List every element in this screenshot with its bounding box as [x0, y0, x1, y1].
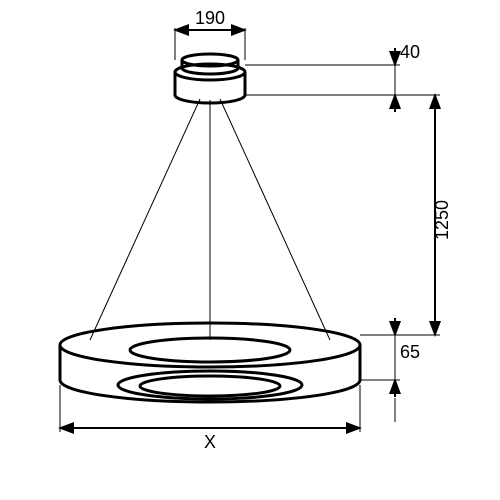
dim-cap-height-value: 40 — [400, 42, 420, 62]
dim-ring-height: 65 — [360, 318, 420, 422]
dim-suspension-drop-value: 1250 — [432, 200, 452, 240]
ceiling-cap — [175, 54, 245, 103]
dimension-drawing: 190 40 1250 65 X — [0, 0, 500, 500]
dim-cap-width: 190 — [175, 8, 245, 60]
dim-suspension-drop: 1250 — [360, 95, 452, 335]
dim-ring-height-value: 65 — [400, 342, 420, 362]
suspension-wires — [90, 99, 330, 340]
dim-cap-width-value: 190 — [195, 8, 225, 28]
dim-cap-height: 40 — [245, 42, 440, 112]
dim-ring-diameter-value: X — [204, 432, 216, 452]
